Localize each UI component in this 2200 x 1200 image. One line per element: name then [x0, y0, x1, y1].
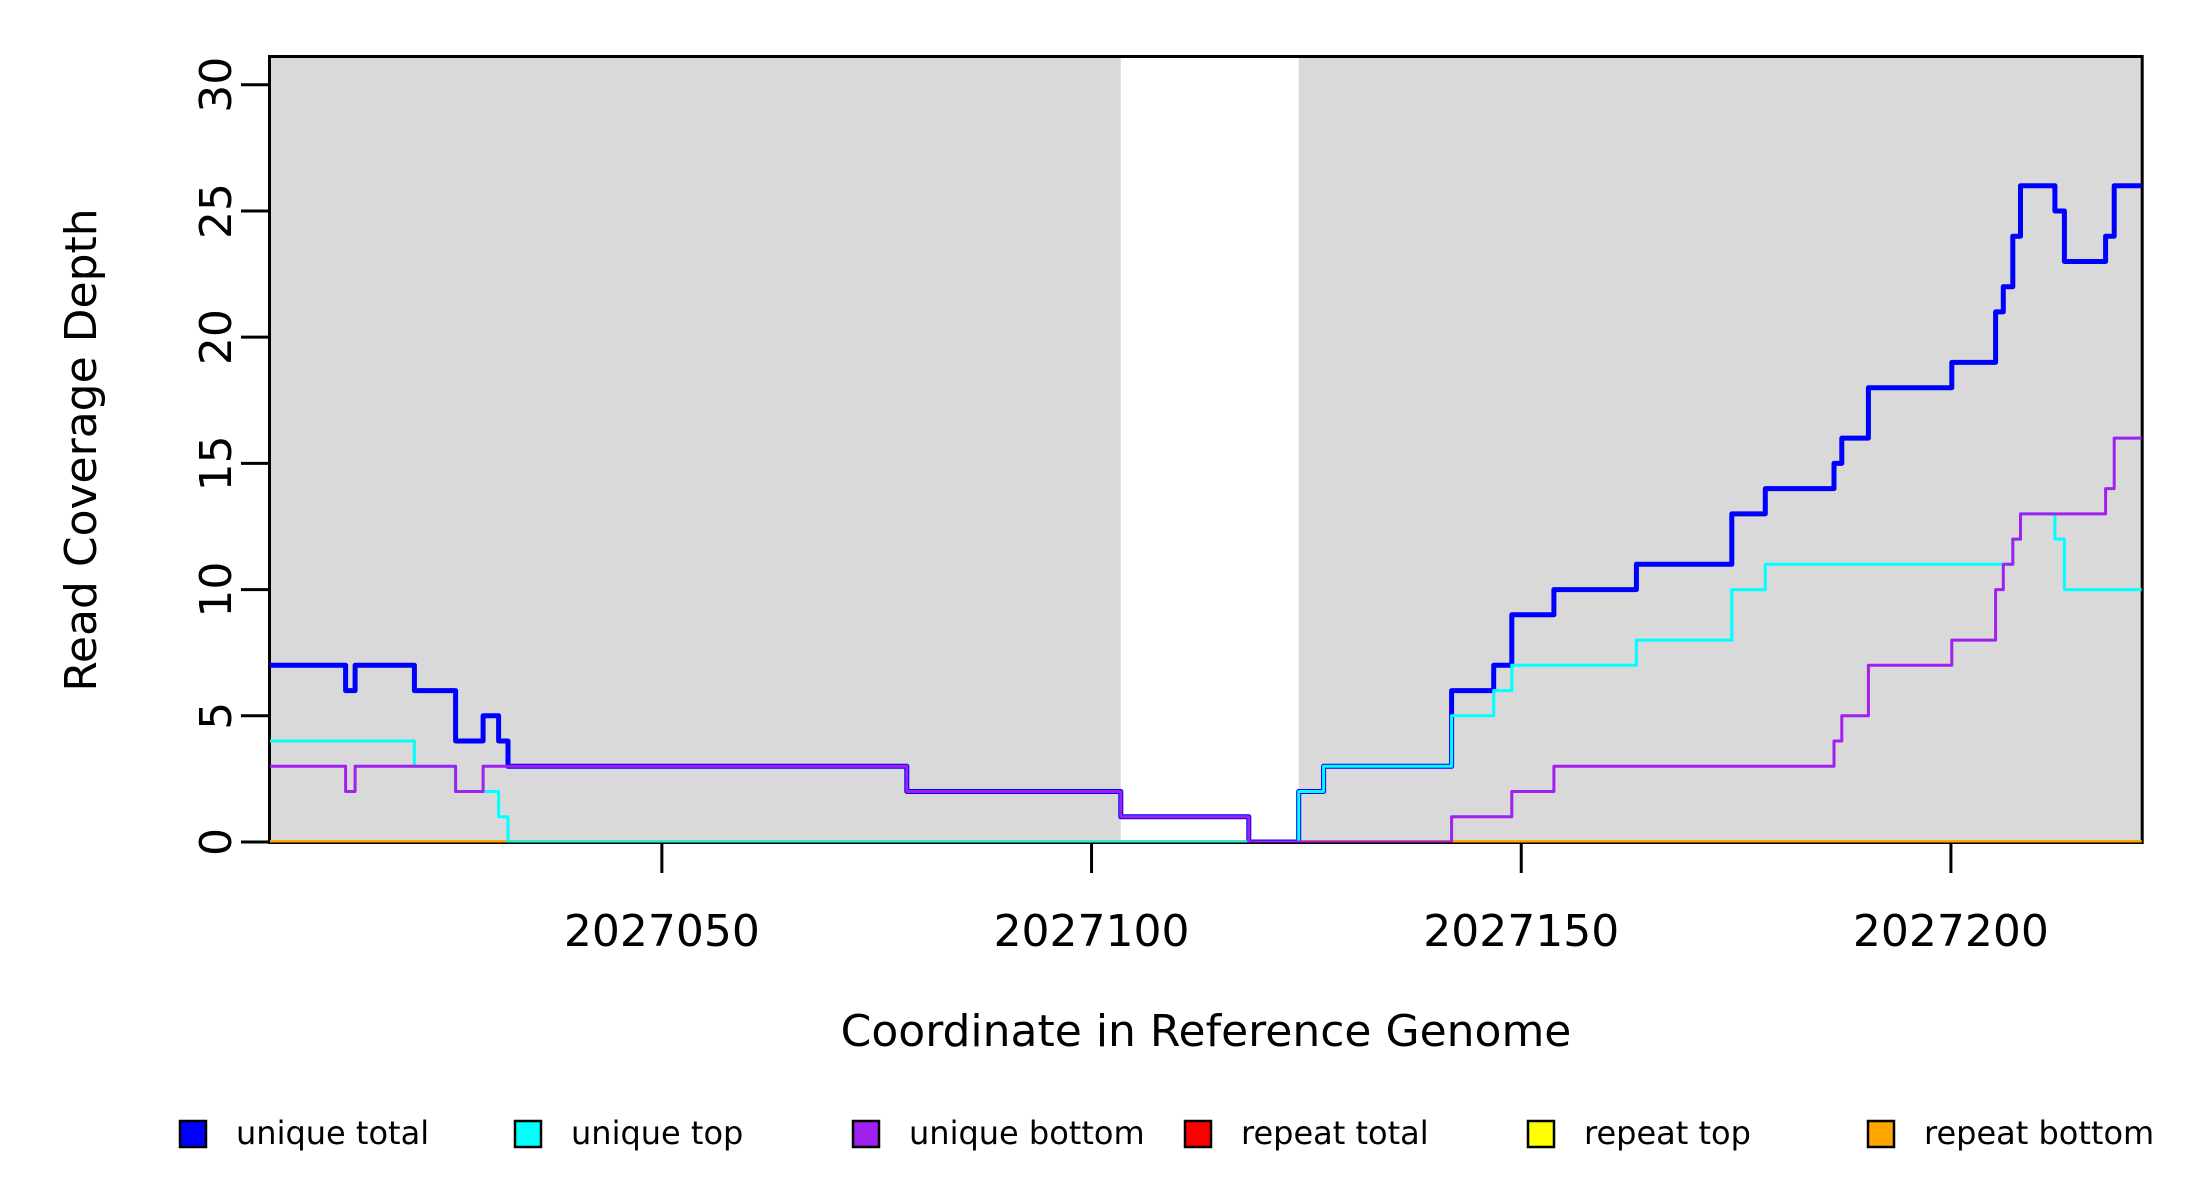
series-lines	[270, 183, 2142, 843]
y-axis-tick-label: 25	[191, 183, 242, 239]
shaded-band	[270, 57, 1121, 843]
legend-label-unique-bottom: unique bottom	[909, 1114, 1145, 1152]
legend-swatch-unique-top	[513, 1119, 543, 1149]
legend-swatch-repeat-bottom	[1866, 1119, 1896, 1149]
series-line-unique-bottom	[270, 436, 2142, 843]
legend: unique total unique top unique bottom repea…	[178, 1114, 2154, 1152]
legend-label-repeat-top: repeat top	[1584, 1114, 1751, 1152]
legend-label-repeat-total: repeat total	[1241, 1114, 1429, 1152]
y-axis-tick-label: 20	[191, 309, 242, 365]
y-axis-tick-label: 0	[191, 828, 242, 856]
legend-swatch-unique-bottom	[851, 1119, 881, 1149]
axes: 2027050 2027100 2027150 2027200 0 5 10 15 20 25 30	[191, 57, 2049, 957]
x-axis-title: Coordinate in Reference Genome	[841, 1006, 1572, 1057]
x-axis-tick-label: 2027050	[564, 906, 760, 957]
x-axis-tick-label: 2027200	[1853, 906, 2049, 957]
y-axis-tick-label: 30	[191, 57, 242, 113]
legend-label-unique-total: unique total	[236, 1114, 429, 1152]
legend-swatch-repeat-top	[1526, 1119, 1556, 1149]
x-axis-tick-label: 2027150	[1423, 906, 1619, 957]
series-line-unique-total	[270, 183, 2142, 843]
y-axis-title: Read Coverage Depth	[56, 208, 107, 691]
y-axis-tick-label: 5	[191, 702, 242, 730]
legend-swatch-repeat-total	[1183, 1119, 1213, 1149]
legend-swatch-unique-total	[178, 1119, 208, 1149]
legend-label-unique-top: unique top	[571, 1114, 743, 1152]
y-axis-tick-label: 10	[191, 562, 242, 618]
x-axis-tick-label: 2027100	[994, 906, 1190, 957]
shaded-regions	[270, 57, 2142, 843]
legend-label-repeat-bottom: repeat bottom	[1924, 1114, 2154, 1152]
shaded-band	[1298, 57, 2142, 843]
y-axis-tick-label: 15	[191, 435, 242, 491]
